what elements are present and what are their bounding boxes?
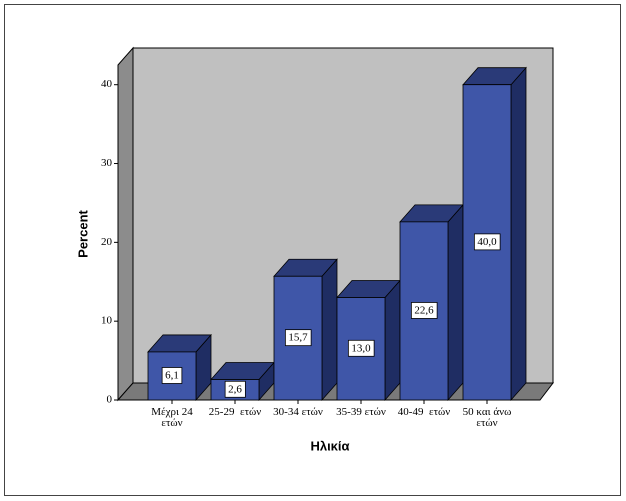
y-tick-label: 30 bbox=[101, 157, 113, 169]
value-label-box bbox=[161, 367, 183, 384]
value-label-box bbox=[224, 380, 246, 398]
value-label: 2,6 bbox=[228, 383, 242, 395]
value-label: 6,1 bbox=[165, 369, 179, 381]
value-label: 13,0 bbox=[351, 342, 371, 354]
y-tick-label: 0 bbox=[107, 394, 113, 406]
x-tick-label: 30-34 ετών bbox=[273, 406, 323, 418]
x-tick-label: 50 και άνω ετών bbox=[462, 406, 515, 429]
x-tick-label: 40-49 ετών bbox=[397, 406, 451, 418]
bar-side bbox=[510, 66, 527, 402]
y-tick-label: 40 bbox=[101, 78, 113, 90]
y-axis-title: Percent bbox=[75, 209, 90, 257]
x-tick-label: 35-39 ετών bbox=[336, 406, 386, 418]
value-label-box bbox=[284, 329, 312, 347]
x-axis-title: Ηλικία bbox=[310, 438, 349, 453]
value-label: 40,0 bbox=[477, 236, 497, 248]
bar-side bbox=[447, 203, 464, 402]
value-label-box bbox=[347, 339, 375, 357]
y-tick-label: 10 bbox=[101, 315, 113, 327]
value-label: 15,7 bbox=[288, 332, 308, 344]
y-tick-label: 20 bbox=[101, 236, 113, 248]
value-label-box bbox=[473, 233, 501, 251]
x-tick-label: Μέχρι 24 ετών bbox=[151, 406, 196, 429]
side-wall bbox=[117, 46, 134, 402]
bar-side bbox=[321, 258, 338, 402]
bar-side bbox=[384, 279, 401, 402]
value-label-box bbox=[410, 302, 438, 319]
value-label: 22,6 bbox=[414, 304, 434, 316]
x-tick-label: 25-29 ετών bbox=[208, 406, 262, 418]
